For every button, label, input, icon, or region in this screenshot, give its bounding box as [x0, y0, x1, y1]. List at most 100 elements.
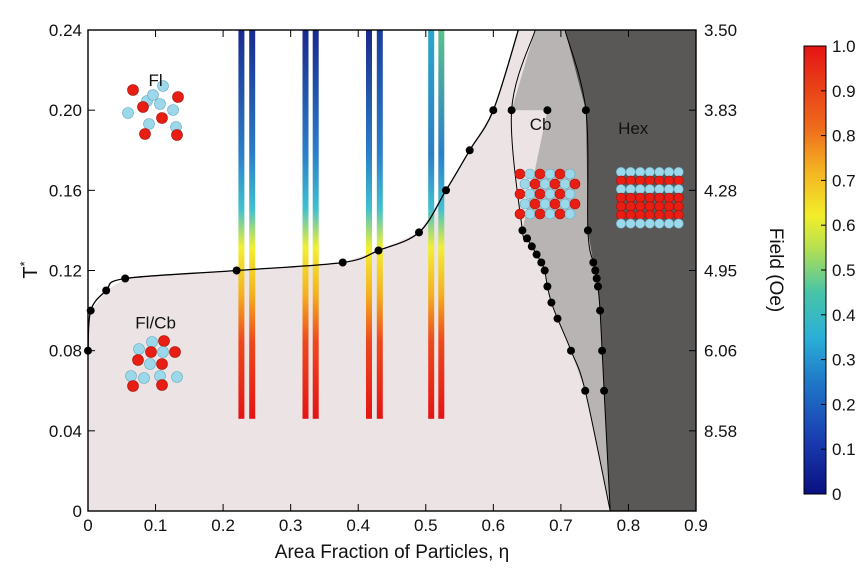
data-point	[527, 242, 536, 251]
data-point	[543, 106, 552, 115]
red-particle	[625, 192, 636, 203]
blue-particle	[544, 188, 556, 200]
x-tick-label: 0	[83, 516, 92, 535]
red-particle	[172, 91, 184, 103]
data-point	[338, 258, 347, 267]
red-particle	[673, 192, 684, 203]
red-particle	[171, 129, 183, 141]
blue-particle	[524, 188, 536, 200]
order-bar	[376, 30, 383, 419]
x-tick-label: 0.5	[414, 516, 438, 535]
colorbar-tick-label: 0.1	[832, 440, 856, 459]
data-point	[540, 266, 549, 275]
colorbar-tick-label: 0.5	[832, 261, 856, 280]
colorbar-tick-label: 1.0	[832, 37, 856, 56]
y-tick-label: 0.16	[49, 181, 82, 200]
red-particle	[554, 208, 566, 220]
blue-particle	[559, 178, 571, 190]
blue-particle	[615, 184, 626, 195]
y2-axis-label: Field (Oe)	[765, 228, 786, 312]
y2-tick-label: 4.28	[704, 181, 737, 200]
blue-particle	[544, 168, 556, 180]
red-particle	[549, 198, 561, 210]
red-particle	[529, 178, 541, 190]
red-particle	[127, 84, 139, 96]
blue-particle	[635, 167, 646, 178]
y-tick-label: 0	[73, 502, 82, 521]
red-particle	[137, 101, 149, 113]
data-point	[465, 146, 474, 155]
red-particle	[569, 178, 581, 190]
data-point	[592, 274, 601, 283]
blue-particle	[519, 178, 531, 190]
red-particle	[514, 208, 526, 220]
data-point	[600, 386, 609, 395]
red-particle	[132, 354, 144, 366]
colorbar-tick-label: 0.3	[832, 351, 856, 370]
region-fl-cb	[88, 30, 611, 511]
red-particle	[673, 210, 684, 221]
blue-particle	[146, 336, 158, 348]
red-particle	[673, 175, 684, 186]
order-bar	[302, 30, 309, 419]
y-axis-label: T*	[17, 261, 42, 278]
red-particle	[625, 175, 636, 186]
red-particle	[663, 175, 674, 186]
red-particle	[644, 175, 655, 186]
order-bar	[366, 30, 372, 419]
order-bar	[249, 30, 256, 419]
y2-tick-label: 6.06	[704, 342, 737, 361]
blue-particle	[644, 218, 655, 229]
red-particle	[635, 175, 646, 186]
red-particle	[158, 335, 170, 347]
order-bar	[438, 30, 445, 419]
red-particle	[156, 358, 168, 370]
colorbar-tick-label: 0.2	[832, 395, 856, 414]
red-particle	[569, 198, 581, 210]
blue-particle	[519, 198, 531, 210]
blue-particle	[539, 178, 551, 190]
red-particle	[654, 192, 665, 203]
blue-particle	[654, 167, 665, 178]
blue-particle	[171, 371, 183, 383]
red-particle	[534, 188, 546, 200]
y-tick-label: 0.04	[49, 422, 82, 441]
order-bar	[238, 30, 245, 419]
data-point	[547, 298, 556, 307]
blue-particle	[654, 218, 665, 229]
data-point	[591, 266, 600, 275]
region-hex	[564, 30, 696, 511]
colorbar-tick-label: 0.7	[832, 171, 856, 190]
blue-particle	[663, 167, 674, 178]
data-point	[507, 106, 516, 115]
red-particle	[549, 178, 561, 190]
red-particle	[615, 201, 626, 212]
data-point	[415, 228, 423, 237]
blue-particle	[167, 104, 179, 116]
blue-particle	[133, 343, 145, 355]
phase-label: Fl	[149, 71, 163, 90]
data-point	[442, 186, 450, 195]
blue-particle	[564, 168, 576, 180]
blue-particle	[673, 184, 684, 195]
colorbar-tick-label: 0	[832, 485, 841, 504]
blue-particle	[644, 184, 655, 195]
red-particle	[514, 188, 526, 200]
red-particle	[644, 192, 655, 203]
blue-particle	[673, 167, 684, 178]
colorbar-tick-label: 0.6	[832, 216, 856, 235]
red-particle	[663, 210, 674, 221]
blue-particle	[524, 208, 536, 220]
red-particle	[654, 210, 665, 221]
blue-particle	[663, 184, 674, 195]
blue-particle	[644, 167, 655, 178]
data-point	[598, 346, 607, 355]
blue-particle	[615, 218, 626, 229]
red-particle	[534, 168, 546, 180]
blue-particle	[625, 167, 636, 178]
red-particle	[663, 201, 674, 212]
phase-label: Hex	[618, 119, 649, 138]
blue-particle	[625, 218, 636, 229]
red-particle	[534, 208, 546, 220]
